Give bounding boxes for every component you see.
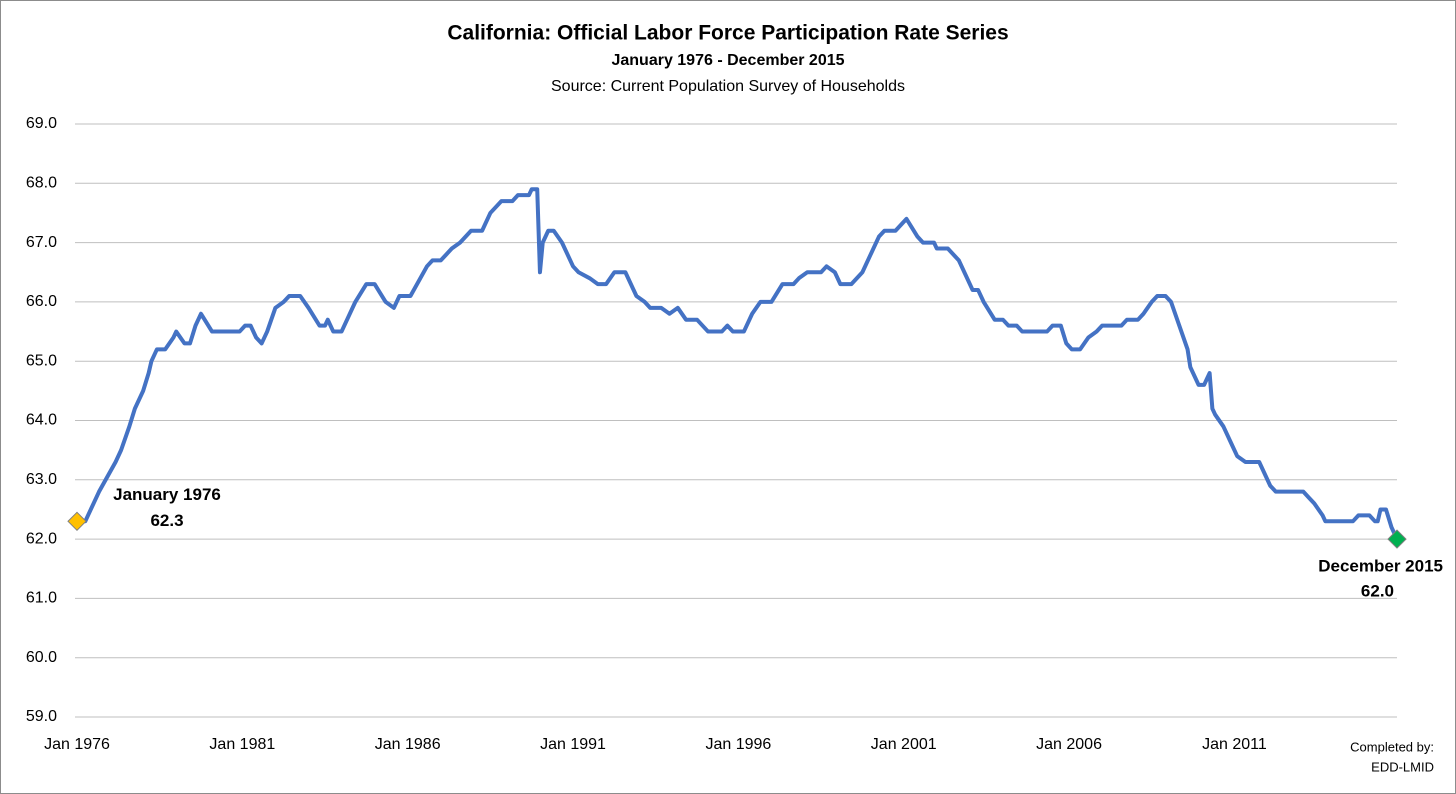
chart-source: Source: Current Population Survey of Hou… [551, 78, 905, 95]
y-tick-label: 61.0 [26, 590, 57, 607]
y-tick-label: 63.0 [26, 471, 57, 488]
x-tick-label: Jan 2001 [871, 736, 937, 753]
x-tick-label: Jan 1996 [705, 736, 771, 753]
chart-title: California: Official Labor Force Partici… [447, 22, 1008, 45]
x-tick-label: Jan 1991 [540, 736, 606, 753]
y-tick-label: 69.0 [26, 115, 57, 132]
y-tick-label: 68.0 [26, 175, 57, 192]
x-tick-label: Jan 1976 [44, 736, 110, 753]
annotation-value: 62.0 [1361, 582, 1394, 601]
y-tick-label: 62.0 [26, 530, 57, 547]
x-tick-label: Jan 1986 [375, 736, 441, 753]
end-marker [67, 511, 87, 532]
annotation-label: December 2015 [1318, 557, 1443, 576]
chart-subtitle: January 1976 - December 2015 [611, 52, 844, 69]
x-tick-label: Jan 2011 [1202, 736, 1267, 753]
note: EDD-LMID [1371, 759, 1434, 774]
y-tick-label: 67.0 [26, 234, 57, 251]
x-tick-label: Jan 1981 [209, 736, 275, 753]
data-line [77, 187, 1399, 540]
y-tick-label: 60.0 [26, 649, 57, 666]
end-marker [1387, 529, 1407, 549]
note: Completed by: [1350, 739, 1434, 754]
y-tick-label: 66.0 [26, 293, 57, 310]
y-tick-label: 65.0 [26, 352, 57, 369]
x-tick-label: Jan 2006 [1036, 736, 1102, 753]
annotation-value: 62.3 [150, 511, 183, 530]
y-tick-label: 59.0 [26, 708, 57, 725]
annotation-label: January 1976 [113, 485, 221, 504]
y-tick-label: 64.0 [26, 412, 57, 429]
